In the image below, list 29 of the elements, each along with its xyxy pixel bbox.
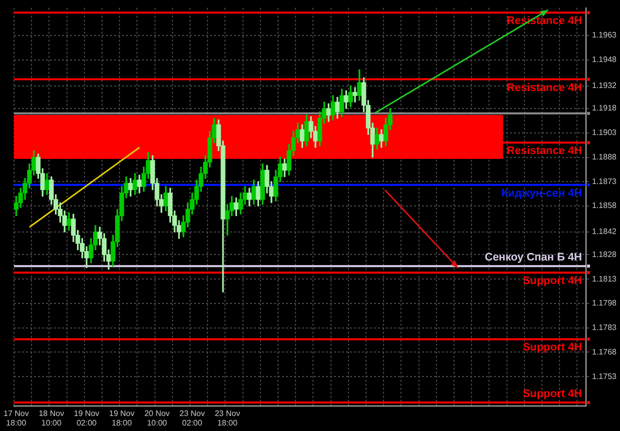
y-tick-label: 1.1918 (592, 104, 618, 113)
ref-line-label: Resistance 4H (506, 82, 582, 94)
y-tick-label: 1.1753 (592, 372, 618, 381)
x-tick-label: 23 Nov 18:00 (214, 408, 240, 428)
y-tick-label: 1.1858 (592, 201, 618, 210)
y-tick-label: 1.1813 (592, 274, 618, 284)
y-tick-label: 1.1798 (592, 298, 618, 308)
y-tick-label: 1.1768 (592, 347, 618, 356)
ref-line-label: Support 4H (522, 388, 582, 400)
ref-line-label: Support 4H (522, 342, 582, 354)
x-tick-label: 17 Nov 18:00 (4, 408, 29, 428)
ref-line-label: Support 4H (522, 275, 582, 288)
y-tick-label: 1.1948 (592, 54, 618, 64)
y-tick-label: 1.1842 (592, 227, 618, 236)
x-tick-label: 18 Nov 10:00 (38, 408, 64, 428)
y-tick-label: 1.1888 (592, 152, 618, 162)
y-tick-label: 1.1903 (592, 128, 618, 138)
x-tick-label: 19 Nov 02:00 (74, 408, 100, 428)
y-tick-label: 1.1963 (592, 30, 618, 40)
y-tick-label: 1.1828 (592, 250, 618, 259)
ref-line-label: Resistance 4H (506, 145, 582, 158)
y-tick-label: 1.1932 (592, 80, 618, 90)
ref-line-label: Сенкоу Спан Б 4H (484, 252, 582, 264)
x-tick-label: 20 Nov 10:00 (144, 408, 170, 428)
x-tick-label: 23 Nov 02:00 (180, 408, 205, 428)
x-tick-label: 19 Nov 18:00 (109, 408, 134, 428)
y-tick-label: 1.1783 (592, 323, 618, 332)
y-tick-label: 1.1873 (592, 176, 618, 186)
ref-line-label: Киджун-сен 4H (501, 187, 582, 200)
